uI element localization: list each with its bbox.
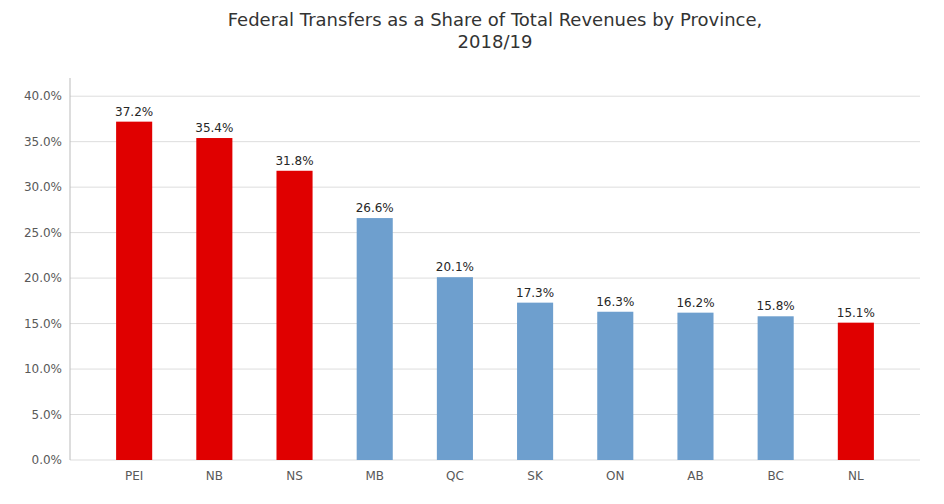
data-label: 37.2%: [115, 105, 153, 119]
y-tick-label: 0.0%: [32, 453, 63, 467]
bar: [196, 138, 232, 460]
y-tick-label: 5.0%: [32, 408, 63, 422]
data-label: 16.3%: [596, 295, 634, 309]
data-label: 15.8%: [757, 299, 795, 313]
y-tick-label: 30.0%: [24, 180, 62, 194]
bar: [838, 323, 874, 460]
data-label: 26.6%: [356, 201, 394, 215]
data-label: 31.8%: [275, 154, 313, 168]
bar: [357, 218, 393, 460]
data-label: 35.4%: [195, 121, 233, 135]
x-tick-label: MB: [365, 469, 384, 483]
bars: [116, 122, 874, 460]
y-tick-label: 20.0%: [24, 271, 62, 285]
data-label: 16.2%: [676, 296, 714, 310]
title: Federal Transfers as a Share of Total Re…: [228, 9, 763, 52]
grid: [70, 96, 920, 460]
bar: [116, 122, 152, 460]
x-tick-label: QC: [446, 469, 464, 483]
y-tick-label: 35.0%: [24, 135, 62, 149]
x-tick-label: NB: [206, 469, 223, 483]
bar: [517, 303, 553, 460]
x-tick-label: AB: [687, 469, 703, 483]
data-label: 17.3%: [516, 286, 554, 300]
y-axis-line: [70, 78, 71, 460]
x-tick-label: BC: [767, 469, 783, 483]
bar: [276, 171, 312, 460]
x-tick-label: SK: [527, 469, 544, 483]
bar: [597, 312, 633, 460]
bar: [758, 316, 794, 460]
bar: [677, 313, 713, 460]
y-tick-label: 40.0%: [24, 89, 62, 103]
x-tick-label: NL: [848, 469, 864, 483]
grid-line: [70, 96, 920, 97]
x-tick-label: PEI: [125, 469, 143, 483]
title-line: Federal Transfers as a Share of Total Re…: [228, 9, 763, 30]
x-tick-label: NS: [286, 469, 303, 483]
chart: Federal Transfers as a Share of Total Re…: [0, 0, 944, 504]
data-label: 15.1%: [837, 306, 875, 320]
title-line: 2018/19: [458, 31, 533, 52]
y-tick-label: 15.0%: [24, 317, 62, 331]
y-tick-label: 25.0%: [24, 226, 62, 240]
y-tick-label: 10.0%: [24, 362, 62, 376]
x-tick-label: ON: [606, 469, 624, 483]
data-label: 20.1%: [436, 260, 474, 274]
bar: [437, 277, 473, 460]
